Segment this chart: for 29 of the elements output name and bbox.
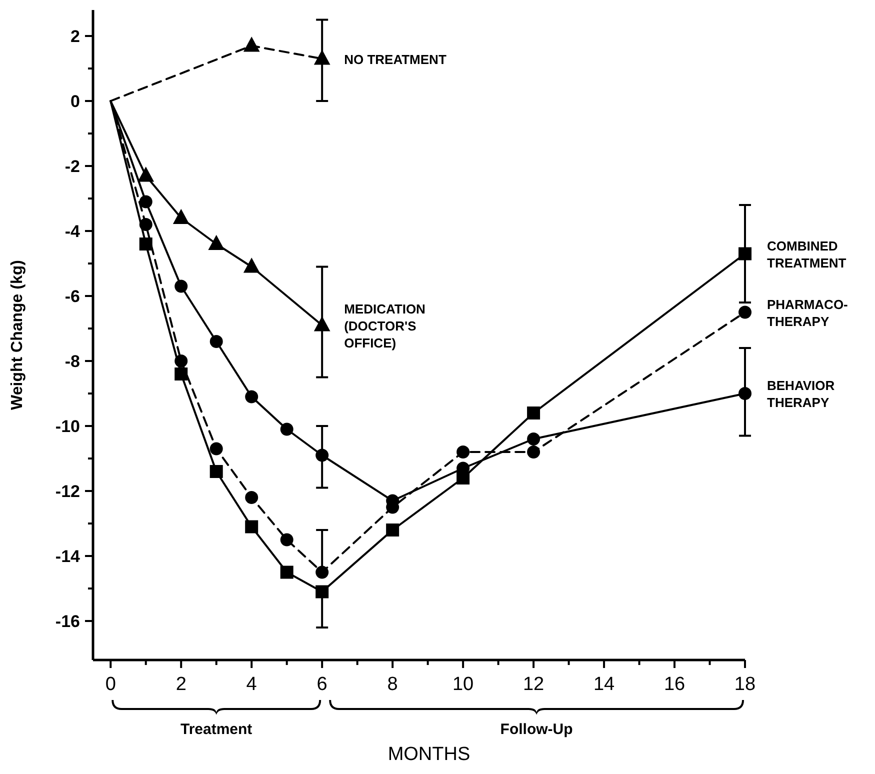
y-tick-label: -14 (55, 547, 81, 566)
y-tick-label: 0 (70, 92, 80, 111)
y-axis-title: Weight Change (kg) (9, 260, 26, 410)
y-tick-label: -16 (55, 612, 80, 631)
series-label: NO TREATMENT (344, 52, 446, 67)
x-tick-label: 8 (387, 674, 398, 695)
x-tick-label: 14 (593, 674, 616, 695)
y-tick-label: 2 (70, 27, 80, 46)
series-label: MEDICATION (DOCTOR'S OFFICE) (344, 301, 426, 350)
text: Follow-Up (500, 721, 573, 738)
y-tick-label: -2 (64, 157, 80, 176)
y-tick-label: -8 (64, 352, 80, 371)
x-tick-label: 18 (734, 674, 756, 695)
x-tick-label: 0 (105, 674, 116, 695)
y-tick-label: -10 (55, 417, 80, 436)
x-tick-label: 6 (316, 674, 328, 695)
x-tick-label: 10 (452, 674, 474, 695)
y-tick-label: -12 (55, 482, 80, 501)
y-tick-label: -6 (64, 287, 80, 306)
text: Treatment (180, 721, 252, 738)
y-tick-label: -4 (64, 222, 81, 241)
x-tick-label: 12 (522, 674, 544, 695)
series-label: BEHAVIOR THERAPY (767, 378, 836, 410)
series-label: COMBINED TREATMENT (767, 238, 846, 270)
x-tick-label: 2 (176, 674, 186, 695)
x-axis-title: MONTHS (388, 744, 470, 765)
series-label: PHARMACO- THERAPY (767, 296, 848, 329)
x-tick-label: 4 (246, 674, 258, 695)
x-tick-label: 16 (664, 674, 686, 695)
